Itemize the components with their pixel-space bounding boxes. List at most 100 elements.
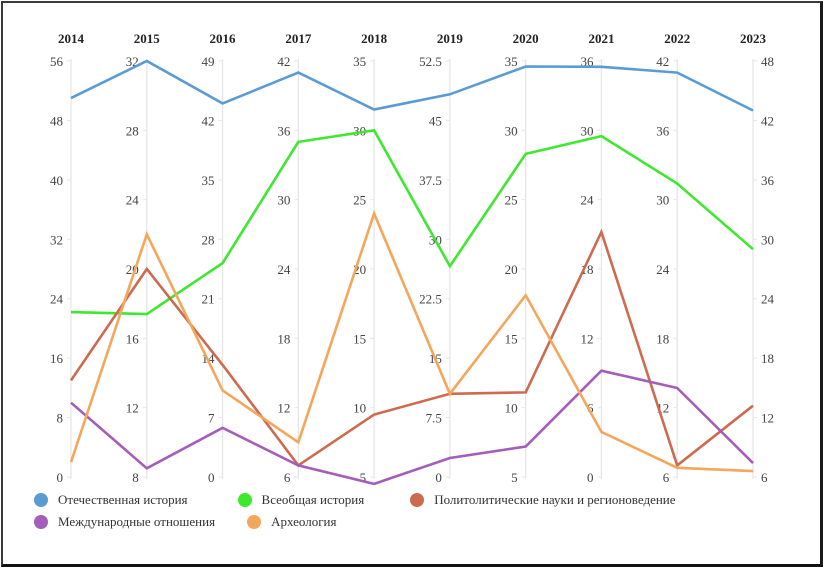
tick-label: 40 xyxy=(50,173,63,188)
tick-label: 22.5 xyxy=(419,292,442,307)
series-line-0[interactable] xyxy=(70,59,754,112)
tick-label: 35 xyxy=(353,54,366,69)
tick-label: 30 xyxy=(505,123,518,138)
tick-label: 28 xyxy=(202,232,215,247)
tick-label: 6 xyxy=(284,470,291,485)
tick-label: 15 xyxy=(353,331,366,346)
series-line-1[interactable] xyxy=(70,128,754,316)
tick-label: 42 xyxy=(761,113,774,128)
tick-label: 16 xyxy=(50,351,64,366)
tick-label: 36 xyxy=(580,54,594,69)
tick-label: 42 xyxy=(656,54,669,69)
axis-title: 2022 xyxy=(664,31,690,46)
legend-row-2: Международные отношения Археология xyxy=(34,511,794,533)
tick-label: 0 xyxy=(57,470,64,485)
legend-item-world-history[interactable]: Всеобщая история xyxy=(237,492,365,508)
tick-label: 21 xyxy=(202,292,215,307)
axis-title: 2017 xyxy=(285,31,312,46)
tick-label: 20 xyxy=(505,262,518,277)
tick-label: 16 xyxy=(126,331,140,346)
tick-label: 24 xyxy=(50,292,64,307)
tick-label: 35 xyxy=(202,173,215,188)
legend-label: Археология xyxy=(271,514,337,529)
series-line-2[interactable] xyxy=(69,228,754,468)
axis-title: 2020 xyxy=(513,31,539,46)
tick-label: 6 xyxy=(761,470,768,485)
tick-label: 15 xyxy=(505,331,518,346)
legend-marker-icon xyxy=(237,493,252,507)
tick-label: 10 xyxy=(505,401,518,416)
legend: Отечественная история Всеобщая история П… xyxy=(34,489,794,533)
tick-label: 49 xyxy=(202,54,215,69)
legend-item-archaeology[interactable]: Археология xyxy=(247,514,337,530)
legend-label: Международные отношения xyxy=(58,514,216,529)
axis-title: 2016 xyxy=(210,31,237,46)
tick-label: 30 xyxy=(761,232,774,247)
tick-label: 12 xyxy=(761,411,774,426)
tick-label: 30 xyxy=(580,123,593,138)
tick-label: 18 xyxy=(580,262,593,277)
tick-label: 10 xyxy=(353,401,366,416)
axis-title: 2019 xyxy=(437,31,464,46)
tick-label: 24 xyxy=(761,292,775,307)
axes-layer: 2014 0 8 16 24 32 40 48 56 2015 8 12 16 20 24 28 32 2016 0… xyxy=(50,31,775,485)
tick-label: 30 xyxy=(353,123,366,138)
axis-2014[interactable]: 2014 0 8 16 24 32 40 48 56 xyxy=(50,31,85,485)
legend-label: Всеобщая история xyxy=(261,492,365,507)
axis-title: 2018 xyxy=(361,31,388,46)
tick-label: 0 xyxy=(587,470,594,485)
tick-label: 6 xyxy=(587,401,594,416)
tick-label: 36 xyxy=(277,123,291,138)
axis-2017[interactable]: 2017 6 12 18 24 30 36 42 xyxy=(277,31,312,485)
tick-label: 5 xyxy=(511,470,518,485)
axis-2023[interactable]: 2023 6 12 18 24 30 36 42 48 xyxy=(740,31,775,485)
tick-label: 52.5 xyxy=(419,54,442,69)
axis-2020[interactable]: 2020 5 10 15 20 25 30 35 xyxy=(505,31,539,485)
legend-item-domestic-history[interactable]: Отечественная история xyxy=(34,492,188,508)
series-line-3[interactable] xyxy=(70,369,754,486)
tick-label: 48 xyxy=(761,54,774,69)
tick-label: 42 xyxy=(277,54,290,69)
tick-label: 24 xyxy=(277,262,291,277)
legend-item-international-relations[interactable]: Международные отношения xyxy=(34,514,215,530)
legend-marker-icon xyxy=(34,515,48,529)
tick-label: 28 xyxy=(126,123,139,138)
tick-label: 25 xyxy=(353,193,366,208)
tick-label: 56 xyxy=(50,54,64,69)
legend-label: Отечественная история xyxy=(58,492,188,507)
tick-label: 35 xyxy=(505,54,518,69)
legend-row-1: Отечественная история Всеобщая история П… xyxy=(34,489,794,511)
axis-title: 2015 xyxy=(134,31,161,46)
tick-label: 30 xyxy=(656,193,669,208)
tick-label: 7 xyxy=(208,411,215,426)
tick-label: 0 xyxy=(208,470,215,485)
tick-label: 32 xyxy=(50,232,63,247)
legend-label: Политолитические науки и регионоведение xyxy=(434,492,676,507)
legend-marker-icon xyxy=(410,493,425,507)
tick-label: 30 xyxy=(277,193,290,208)
tick-label: 42 xyxy=(202,113,215,128)
tick-label: 7.5 xyxy=(426,411,442,426)
tick-label: 24 xyxy=(580,193,594,208)
tick-label: 18 xyxy=(656,331,669,346)
tick-label: 6 xyxy=(663,470,670,485)
axis-2021[interactable]: 2021 0 6 12 18 24 30 36 xyxy=(580,31,614,485)
series-line-4[interactable] xyxy=(69,209,754,473)
axis-title: 2023 xyxy=(740,31,767,46)
series-layer xyxy=(69,59,754,486)
legend-item-political-science[interactable]: Политолитические науки и регионоведение xyxy=(410,492,676,508)
tick-label: 18 xyxy=(277,331,290,346)
tick-label: 37.5 xyxy=(419,173,442,188)
tick-label: 45 xyxy=(429,113,442,128)
tick-label: 12 xyxy=(126,401,139,416)
tick-label: 8 xyxy=(57,411,64,426)
tick-label: 5 xyxy=(360,470,367,485)
tick-label: 8 xyxy=(132,470,139,485)
axis-title: 2021 xyxy=(588,31,614,46)
